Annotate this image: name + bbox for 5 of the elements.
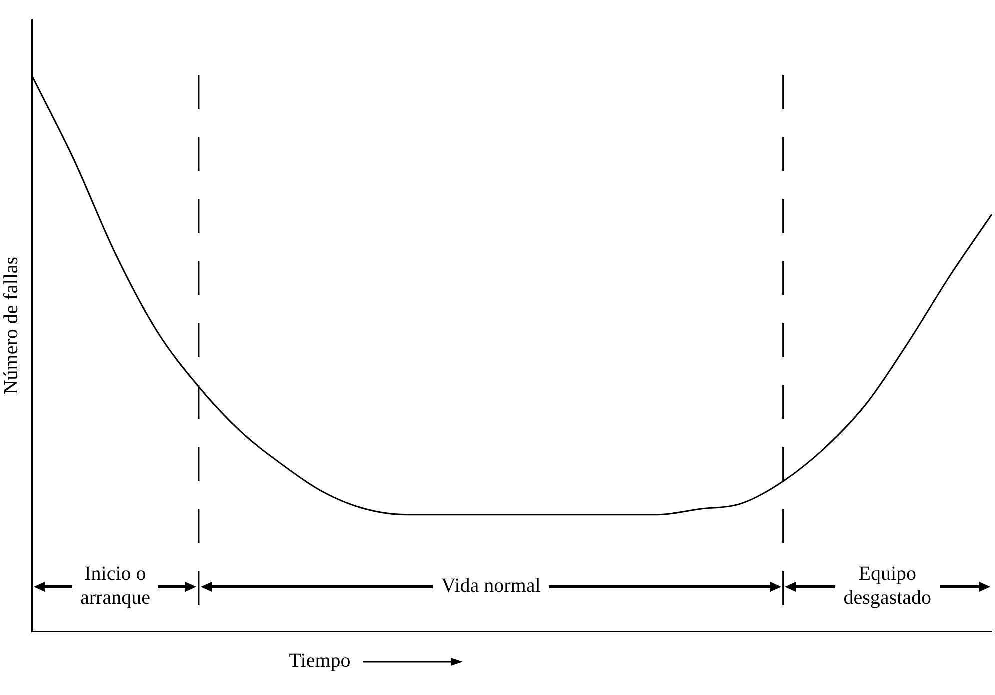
- annotation: Inicio o arranque: [80, 562, 151, 609]
- y-axis-title: Número de fallas: [0, 256, 22, 395]
- x-axis-title: Tiempo: [289, 650, 351, 672]
- annotation: Equipo desgastado: [844, 562, 932, 609]
- annotation: Vida normal: [441, 574, 542, 597]
